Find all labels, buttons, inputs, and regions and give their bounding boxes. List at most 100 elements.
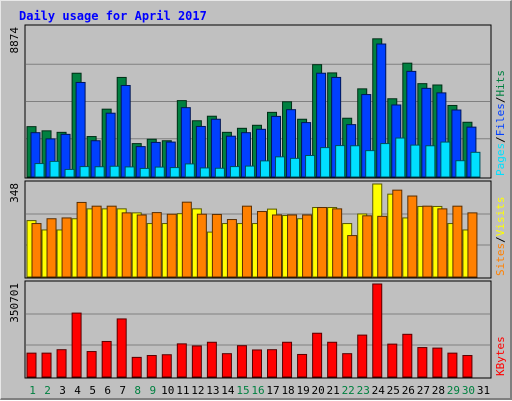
bar-kbytes <box>71 312 82 378</box>
bar-pages <box>410 144 421 178</box>
legend-kbytes: KBytes <box>494 336 507 376</box>
x-tick-label: 21 <box>327 384 340 397</box>
bar-pages <box>275 156 286 178</box>
bar-sites <box>347 235 358 278</box>
bar-kbytes <box>327 341 338 378</box>
legend-item: Hits <box>494 70 507 97</box>
bar-kbytes <box>41 352 52 378</box>
bar-sites <box>256 211 267 278</box>
bar-pages <box>440 141 451 178</box>
bar-pages <box>169 167 180 178</box>
bar-sites <box>377 215 388 278</box>
x-tick-label: 8 <box>134 384 141 397</box>
bar-sites <box>151 212 162 278</box>
bar-kbytes <box>297 353 308 378</box>
y-axis-max-label: 350701 <box>8 283 21 323</box>
bar-kbytes <box>251 349 262 378</box>
bar-sites <box>106 205 117 278</box>
bar-sites <box>121 212 132 278</box>
bar-pages <box>259 160 270 178</box>
bar-kbytes <box>176 343 187 378</box>
bar-pages <box>94 166 105 178</box>
chart-title: Daily usage for April 2017 <box>19 9 207 23</box>
x-tick-label: 19 <box>296 384 309 397</box>
bar-sites <box>241 205 252 278</box>
bar-pages <box>79 166 90 178</box>
bar-pages <box>455 160 466 178</box>
bar-kbytes <box>191 345 202 378</box>
bar-kbytes <box>462 355 473 378</box>
bar-sites <box>452 205 463 278</box>
bar-pages <box>350 145 361 178</box>
bar-pages <box>320 147 331 178</box>
bar-pages <box>470 151 481 178</box>
bar-sites <box>362 215 373 278</box>
bar-kbytes <box>221 353 232 378</box>
bar-pages <box>229 166 240 178</box>
bar-kbytes <box>417 347 428 378</box>
bar-sites <box>287 214 298 278</box>
bar-kbytes <box>206 341 217 378</box>
x-tick-label: 29 <box>447 384 460 397</box>
x-tick-label: 10 <box>161 384 174 397</box>
bar-sites <box>392 189 403 278</box>
legend-separator: / <box>494 97 507 104</box>
bar-kbytes <box>26 352 37 378</box>
x-tick-label: 13 <box>206 384 219 397</box>
bar-sites <box>226 219 237 278</box>
bar-sites <box>272 214 283 278</box>
legend-item: Visits <box>494 197 507 237</box>
bar-pages <box>395 137 406 178</box>
y-axis-max-label: 8874 <box>8 27 21 54</box>
bar-kbytes <box>146 355 157 378</box>
bar-pages <box>425 145 436 178</box>
x-tick-label: 15 <box>236 384 249 397</box>
x-tick-label: 30 <box>462 384 475 397</box>
bar-kbytes <box>372 283 383 378</box>
x-tick-label: 25 <box>387 384 400 397</box>
bar-pages <box>305 155 316 178</box>
bar-kbytes <box>236 345 247 378</box>
bar-pages <box>335 145 346 178</box>
bar-files <box>120 84 131 178</box>
bar-sites <box>332 208 343 278</box>
bar-kbytes <box>312 332 323 378</box>
bar-sites <box>46 218 57 278</box>
bar-kbytes <box>86 351 97 378</box>
bar-kbytes <box>387 343 398 378</box>
legend-separator: / <box>494 236 507 243</box>
bar-kbytes <box>342 353 353 378</box>
bar-sites <box>76 201 87 278</box>
bar-pages <box>124 166 135 178</box>
bar-sites <box>437 208 448 278</box>
bar-pages <box>290 157 301 178</box>
bar-kbytes <box>357 334 368 378</box>
bar-pages <box>34 163 45 178</box>
bar-pages <box>154 166 165 178</box>
legend-item: Files <box>494 103 507 136</box>
x-tick-label: 2 <box>44 384 51 397</box>
bar-kbytes <box>267 349 278 378</box>
bar-sites <box>61 217 72 278</box>
x-tick-label: 7 <box>119 384 126 397</box>
x-tick-label: 1 <box>29 384 36 397</box>
x-tick-label: 27 <box>417 384 430 397</box>
x-tick-label: 16 <box>251 384 264 397</box>
bar-kbytes <box>432 347 443 378</box>
bar-pages <box>109 165 120 178</box>
bar-sites <box>166 213 177 278</box>
x-tick-label: 4 <box>74 384 81 397</box>
x-tick-label: 28 <box>432 384 445 397</box>
x-tick-label: 12 <box>191 384 204 397</box>
x-tick-label: 24 <box>372 384 386 397</box>
bar-sites <box>407 195 418 278</box>
x-tick-label: 31 <box>477 384 490 397</box>
bar-pages <box>365 150 376 178</box>
bar-kbytes <box>447 352 458 378</box>
bar-pages <box>199 167 210 178</box>
bar-sites <box>136 214 147 278</box>
x-tick-label: 5 <box>89 384 96 397</box>
bar-sites <box>211 213 222 278</box>
